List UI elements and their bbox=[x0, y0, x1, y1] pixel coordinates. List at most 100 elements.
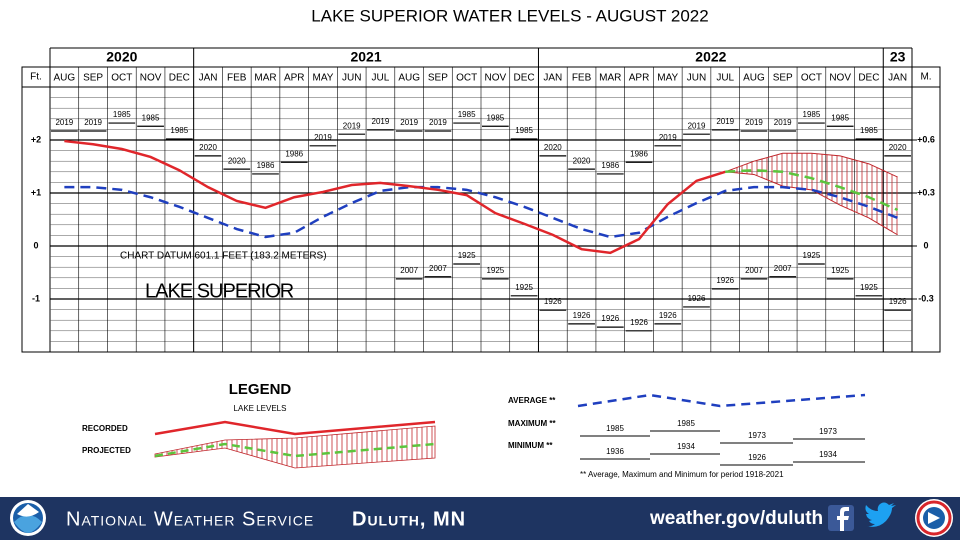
twitter-icon[interactable] bbox=[865, 502, 896, 527]
record-max-year-label: 1985 bbox=[170, 126, 188, 135]
x-tick-label: SEP bbox=[83, 73, 103, 84]
record-min-year-label: 1926 bbox=[716, 276, 734, 285]
x-tick-label: OCT bbox=[801, 73, 822, 84]
x-tick-label: AUG bbox=[743, 73, 765, 84]
record-max-year-label: 2019 bbox=[429, 118, 447, 127]
legend-maximum-label: MAXIMUM ** bbox=[508, 419, 556, 428]
record-max-year-label: 2019 bbox=[688, 121, 706, 130]
footer-office: Duluth, MN bbox=[352, 508, 466, 530]
x-tick-label: FEB bbox=[227, 73, 247, 84]
y-axis-label: Ft. bbox=[30, 72, 42, 83]
legend-average-label: AVERAGE ** bbox=[508, 396, 556, 405]
record-max-year-label: 1986 bbox=[285, 149, 303, 158]
footer-url: weather.gov/duluth bbox=[649, 508, 823, 529]
year-label: 2021 bbox=[350, 49, 381, 65]
x-tick-label: OCT bbox=[456, 73, 477, 84]
record-max-year-label: 2020 bbox=[228, 156, 246, 165]
record-max-year-label: 2019 bbox=[84, 118, 102, 127]
footer-agency: National Weather Service bbox=[66, 508, 314, 530]
record-min-year-label: 1925 bbox=[831, 266, 849, 275]
legend-title: LEGEND bbox=[229, 381, 292, 398]
plot-layer: +2 +1 0 -1 +0.6 +0.3 0 -0.3 AUG SEP OCT NOV DEC JAN FE… bbox=[31, 48, 935, 352]
y-tick-label: +1 bbox=[31, 187, 41, 197]
record-max-year-label: 2020 bbox=[573, 156, 591, 165]
nws-logo bbox=[915, 499, 953, 537]
x-tick-label: JAN bbox=[888, 73, 907, 84]
record-min-year-label: 1926 bbox=[659, 311, 677, 320]
chart-title: LAKE SUPERIOR WATER LEVELS - AUGUST 2022 bbox=[311, 6, 708, 25]
y2-tick-label: 0 bbox=[923, 240, 928, 250]
projection-max-edge bbox=[725, 152, 898, 178]
x-tick-label: APR bbox=[284, 73, 305, 84]
x-tick-label: DEC bbox=[514, 73, 535, 84]
legend-min-year: 1934 bbox=[819, 450, 837, 459]
record-max-year-label: 1985 bbox=[486, 113, 504, 122]
record-max-year-label: 2020 bbox=[199, 143, 217, 152]
y-tick-label: -1 bbox=[32, 293, 40, 303]
record-max-year-label: 1985 bbox=[860, 126, 878, 135]
series-line bbox=[725, 168, 899, 212]
x-tick-label: MAR bbox=[254, 73, 276, 84]
record-min-year-label: 2007 bbox=[745, 266, 763, 275]
record-max-year-label: 1986 bbox=[630, 149, 648, 158]
x-tick-label: AUG bbox=[398, 73, 420, 84]
record-min-year-label: 1925 bbox=[458, 251, 476, 260]
record-max-year-label: 2019 bbox=[372, 117, 390, 126]
chart-datum-note: CHART DATUM 601.1 FEET (183.2 METERS) bbox=[120, 251, 327, 262]
y2-tick-label: -0.3 bbox=[918, 293, 934, 303]
record-min-year-label: 1926 bbox=[573, 311, 591, 320]
projection-min-edge bbox=[725, 171, 898, 236]
legend-max-year: 1985 bbox=[606, 424, 624, 433]
x-tick-label: NOV bbox=[485, 73, 507, 84]
x-tick-label: DEC bbox=[858, 73, 879, 84]
record-max-year-label: 2019 bbox=[314, 133, 332, 142]
year-label: 2020 bbox=[106, 49, 137, 65]
x-tick-label: APR bbox=[629, 73, 650, 84]
x-tick-label: JUL bbox=[372, 73, 390, 84]
record-min-year-label: 2007 bbox=[400, 266, 418, 275]
record-min-year-label: 1926 bbox=[630, 318, 648, 327]
projection-band bbox=[725, 153, 898, 235]
legend-record-bars bbox=[580, 430, 865, 466]
x-tick-label: SEP bbox=[428, 73, 448, 84]
record-max-year-label: 1985 bbox=[113, 110, 131, 119]
x-tick-label: AUG bbox=[54, 73, 76, 84]
legend-recorded-label: RECORDED bbox=[82, 424, 128, 433]
record-min-year-label: 1925 bbox=[860, 283, 878, 292]
x-tick-label: NOV bbox=[140, 73, 162, 84]
record-max-year-label: 1985 bbox=[458, 110, 476, 119]
legend-min-year: 1936 bbox=[606, 447, 624, 456]
x-tick-label: JAN bbox=[543, 73, 562, 84]
y-tick-label: 0 bbox=[33, 240, 38, 250]
record-min-year-label: 2007 bbox=[429, 264, 447, 273]
x-tick-label: MAR bbox=[599, 73, 621, 84]
facebook-icon[interactable] bbox=[828, 505, 854, 531]
legend-max-year: 1985 bbox=[677, 419, 695, 428]
record-max-year-label: 2019 bbox=[55, 118, 73, 127]
lake-label: LAKE SUPERIOR bbox=[145, 280, 294, 302]
legend-min-year: 1934 bbox=[677, 442, 695, 451]
noaa-logo bbox=[10, 500, 46, 536]
year-label: 23 bbox=[890, 49, 906, 65]
series-line bbox=[64, 139, 726, 255]
x-tick-label: OCT bbox=[111, 73, 132, 84]
record-min-year-label: 1926 bbox=[889, 297, 907, 306]
record-min-year-label: 1925 bbox=[486, 266, 504, 275]
legend-projected-label: PROJECTED bbox=[82, 446, 131, 455]
y2-tick-label: +0.6 bbox=[917, 134, 935, 144]
x-tick-label: FEB bbox=[572, 73, 592, 84]
y-tick-label: +2 bbox=[31, 134, 41, 144]
year-label: 2022 bbox=[695, 49, 726, 65]
record-max-year-label: 2019 bbox=[343, 121, 361, 130]
x-tick-label: JAN bbox=[199, 73, 218, 84]
legend-average-line bbox=[577, 393, 866, 408]
y2-axis-label: M. bbox=[920, 72, 931, 83]
legend-band bbox=[154, 425, 436, 469]
legend-recorded-line bbox=[154, 420, 436, 436]
record-max-year-label: 1985 bbox=[142, 113, 160, 122]
record-min-year-label: 1925 bbox=[515, 283, 533, 292]
record-max-year-label: 2019 bbox=[745, 118, 763, 127]
record-max-year-label: 2020 bbox=[544, 143, 562, 152]
x-tick-label: JUN bbox=[342, 73, 361, 84]
